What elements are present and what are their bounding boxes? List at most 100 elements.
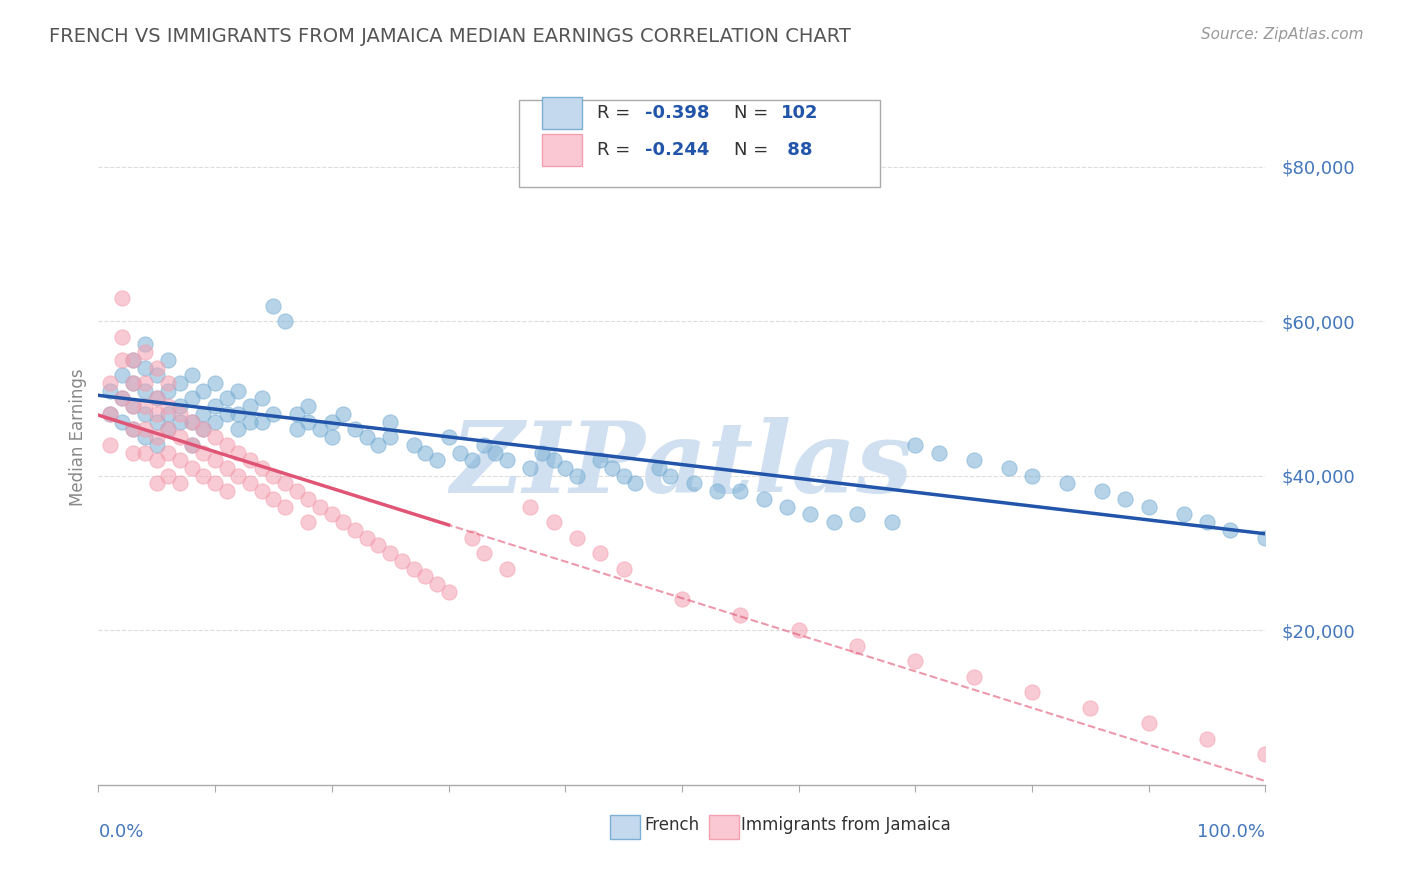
Point bbox=[752, 491, 775, 506]
Point bbox=[239, 415, 262, 429]
Text: Source: ZipAtlas.com: Source: ZipAtlas.com bbox=[1201, 27, 1364, 42]
Point bbox=[180, 415, 202, 429]
Point bbox=[1254, 531, 1277, 545]
Point bbox=[461, 531, 484, 545]
Point bbox=[111, 291, 134, 305]
Point bbox=[285, 422, 308, 436]
Point bbox=[250, 461, 273, 475]
Point bbox=[402, 438, 425, 452]
Point bbox=[98, 407, 121, 421]
Point bbox=[134, 445, 156, 459]
Point bbox=[496, 561, 519, 575]
Point bbox=[846, 639, 869, 653]
Text: 102: 102 bbox=[782, 103, 818, 122]
Point bbox=[380, 430, 402, 444]
Point bbox=[787, 624, 810, 638]
Point bbox=[413, 445, 436, 459]
Point bbox=[1091, 484, 1114, 499]
Point bbox=[1021, 468, 1043, 483]
Text: -0.398: -0.398 bbox=[644, 103, 709, 122]
Point bbox=[157, 407, 180, 421]
Point bbox=[426, 577, 449, 591]
Point bbox=[122, 376, 145, 390]
Text: 100.0%: 100.0% bbox=[1198, 823, 1265, 841]
Point bbox=[321, 415, 343, 429]
Point bbox=[262, 468, 284, 483]
Text: 88: 88 bbox=[782, 141, 813, 159]
Point bbox=[111, 415, 134, 429]
Point bbox=[215, 461, 238, 475]
Point bbox=[496, 453, 519, 467]
Point bbox=[1080, 700, 1102, 714]
Point bbox=[122, 399, 145, 413]
Text: French: French bbox=[644, 816, 700, 834]
Point bbox=[228, 468, 250, 483]
Point bbox=[1195, 515, 1218, 529]
Point bbox=[250, 484, 273, 499]
Point bbox=[356, 430, 378, 444]
Point bbox=[193, 422, 215, 436]
Point bbox=[146, 360, 169, 375]
Point bbox=[215, 484, 238, 499]
Point bbox=[880, 515, 903, 529]
Point bbox=[380, 415, 402, 429]
Point bbox=[589, 546, 612, 560]
Point bbox=[1056, 476, 1078, 491]
Point bbox=[157, 384, 180, 398]
Point bbox=[157, 399, 180, 413]
Point bbox=[204, 376, 226, 390]
Point bbox=[1137, 716, 1160, 731]
Point bbox=[682, 476, 704, 491]
Point bbox=[554, 461, 576, 475]
Point bbox=[146, 407, 169, 421]
Point bbox=[169, 430, 191, 444]
Point bbox=[98, 384, 121, 398]
Point bbox=[134, 399, 156, 413]
Point bbox=[228, 407, 250, 421]
Point bbox=[380, 546, 402, 560]
Point bbox=[391, 554, 413, 568]
Point bbox=[146, 415, 169, 429]
Point bbox=[624, 476, 647, 491]
Point bbox=[169, 407, 191, 421]
Point bbox=[157, 352, 180, 367]
Point bbox=[134, 360, 156, 375]
Point bbox=[472, 438, 495, 452]
Text: N =: N = bbox=[734, 103, 775, 122]
Point bbox=[730, 484, 752, 499]
Point bbox=[565, 468, 588, 483]
Point bbox=[122, 422, 145, 436]
Point bbox=[962, 670, 984, 684]
Point bbox=[472, 546, 495, 560]
Point bbox=[1021, 685, 1043, 699]
Point bbox=[146, 430, 169, 444]
Point bbox=[169, 399, 191, 413]
Point bbox=[169, 453, 191, 467]
Point bbox=[98, 438, 121, 452]
Point bbox=[297, 515, 319, 529]
Point bbox=[239, 399, 262, 413]
Point bbox=[776, 500, 799, 514]
Point bbox=[484, 445, 506, 459]
Point bbox=[134, 345, 156, 359]
Point bbox=[402, 561, 425, 575]
Point bbox=[356, 531, 378, 545]
Point bbox=[274, 500, 297, 514]
Point bbox=[98, 376, 121, 390]
Point bbox=[134, 337, 156, 351]
Point bbox=[297, 399, 319, 413]
Point bbox=[180, 461, 202, 475]
Point bbox=[321, 430, 343, 444]
Point bbox=[589, 453, 612, 467]
Point bbox=[157, 422, 180, 436]
Point bbox=[134, 384, 156, 398]
Point bbox=[904, 438, 927, 452]
Point bbox=[461, 453, 484, 467]
Point bbox=[228, 422, 250, 436]
Point bbox=[193, 445, 215, 459]
Point bbox=[169, 415, 191, 429]
Point bbox=[262, 491, 284, 506]
Point bbox=[962, 453, 984, 467]
Point bbox=[122, 399, 145, 413]
Y-axis label: Median Earnings: Median Earnings bbox=[69, 368, 87, 506]
